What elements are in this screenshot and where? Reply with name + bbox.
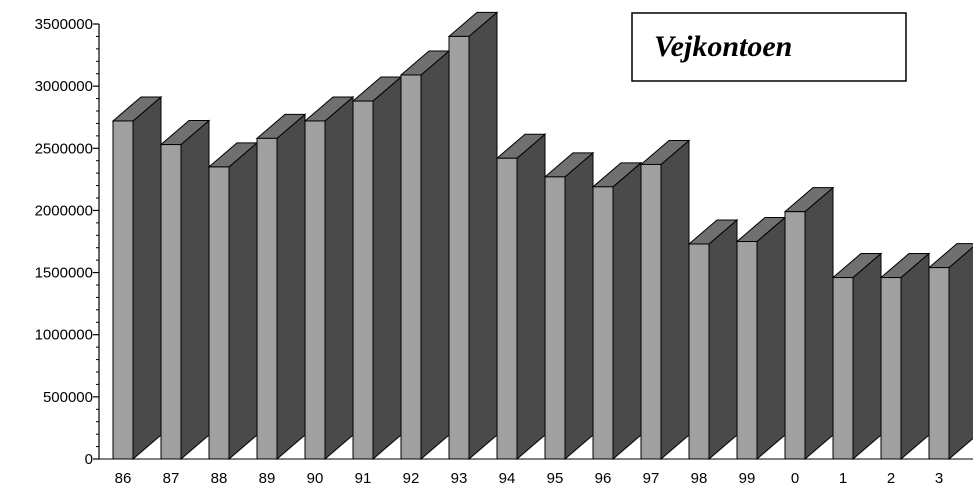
bar-front xyxy=(160,144,182,460)
bar-3 xyxy=(927,243,973,461)
bar-front xyxy=(304,120,326,460)
bar-97 xyxy=(639,139,691,461)
y-tick-label: 1500000 xyxy=(35,265,93,282)
bar-side xyxy=(372,75,402,461)
bar-front xyxy=(496,157,518,460)
x-tick-labels: 86 87 88 89 90 91 92 93 94 95 96 97 98 99 0 1 2 3 xyxy=(115,470,944,487)
bar-front xyxy=(256,137,278,460)
bar-front xyxy=(544,176,566,460)
bar-front xyxy=(352,100,374,460)
bar-front xyxy=(640,163,662,460)
bar-90 xyxy=(303,95,355,461)
y-tick-label: 500000 xyxy=(43,389,93,406)
bar-86 xyxy=(111,95,163,461)
bar-side xyxy=(516,133,546,461)
bar-99 xyxy=(735,216,787,461)
x-tick-label: 0 xyxy=(791,470,799,487)
bar-front xyxy=(832,277,854,460)
x-tick-label: 99 xyxy=(739,470,756,487)
x-tick-label: 96 xyxy=(595,470,612,487)
bar-88 xyxy=(207,141,259,461)
bar-front xyxy=(592,186,614,460)
bar-side xyxy=(324,95,354,461)
bar-0 xyxy=(783,186,835,461)
bar-side xyxy=(612,161,642,461)
x-tick-label: 92 xyxy=(403,470,420,487)
legend: Vejkontoen xyxy=(631,12,907,82)
bar-front xyxy=(112,120,134,460)
x-tick-label: 2 xyxy=(887,470,895,487)
x-tick-label: 86 xyxy=(115,470,132,487)
bar-side xyxy=(948,246,973,461)
x-tick-label: 95 xyxy=(547,470,564,487)
x-tick-label: 88 xyxy=(211,470,228,487)
x-tick-label: 90 xyxy=(307,470,324,487)
bar-91 xyxy=(351,75,403,461)
bar-side xyxy=(756,216,786,461)
bar-side xyxy=(276,113,306,461)
y-tick-label: 0 xyxy=(85,451,93,468)
bar-front xyxy=(688,243,710,460)
bar-96 xyxy=(591,161,643,461)
bar-98 xyxy=(687,218,739,461)
bar-94 xyxy=(495,133,547,461)
bar-side xyxy=(660,139,690,461)
bar-side xyxy=(804,186,834,461)
bar-95 xyxy=(543,151,595,461)
bar-front xyxy=(880,277,902,460)
x-tick-label: 93 xyxy=(451,470,468,487)
bar-front xyxy=(400,74,422,460)
y-tick-label: 3500000 xyxy=(35,16,93,33)
bar-side xyxy=(468,11,498,461)
legend-label: Vejkontoen xyxy=(654,30,792,63)
y-tick-label: 1000000 xyxy=(35,327,93,344)
bar-front xyxy=(928,267,950,460)
x-tick-label: 97 xyxy=(643,470,660,487)
bar-93 xyxy=(447,11,499,461)
y-tick-label: 2500000 xyxy=(35,140,93,157)
bars-layer xyxy=(111,11,973,461)
bar-front xyxy=(208,166,230,460)
bar-side xyxy=(852,252,882,461)
bar-side xyxy=(228,141,258,461)
bar-side xyxy=(564,151,594,461)
x-tick-label: 98 xyxy=(691,470,708,487)
bar-front xyxy=(736,241,758,460)
bar-side xyxy=(708,218,738,461)
bar-side xyxy=(900,252,930,461)
x-tick-label: 91 xyxy=(355,470,372,487)
bar-side xyxy=(420,49,450,461)
bar-side xyxy=(180,119,210,461)
bar-89 xyxy=(255,113,307,461)
bar-87 xyxy=(159,119,211,461)
axis-layer: 0 500000 1000000 1500000 2000000 2500000 30000… xyxy=(35,16,973,468)
bar-2 xyxy=(879,252,931,461)
bar-front xyxy=(448,35,470,460)
y-tick-label: 2000000 xyxy=(35,202,93,219)
legend-box xyxy=(631,12,907,82)
y-tick-label: 3000000 xyxy=(35,78,93,95)
x-tick-label: 89 xyxy=(259,470,276,487)
x-tick-label: 3 xyxy=(935,470,943,487)
bar-1 xyxy=(831,252,883,461)
bar-front xyxy=(784,211,806,460)
x-tick-label: 94 xyxy=(499,470,516,487)
bar-92 xyxy=(399,49,451,461)
x-tick-label: 1 xyxy=(839,470,847,487)
bar-side xyxy=(132,95,162,461)
x-tick-label: 87 xyxy=(163,470,180,487)
